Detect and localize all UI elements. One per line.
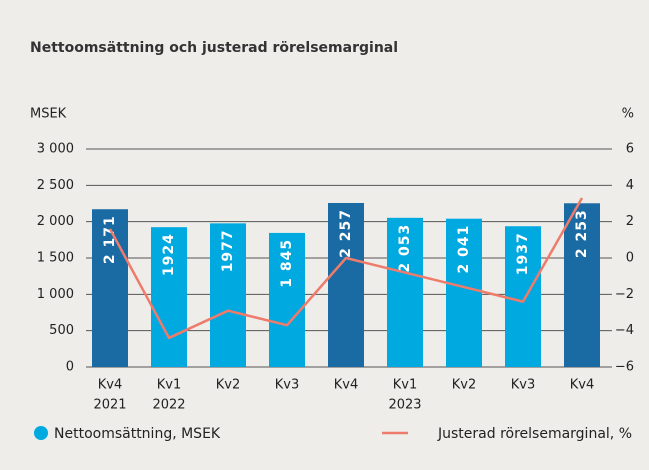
value-label: 1937 xyxy=(515,232,531,275)
y-axis-label: MSEK xyxy=(30,107,67,122)
x-tick-label: Kv3 xyxy=(275,378,300,393)
bar xyxy=(446,218,482,367)
chart-title: Nettoomsättning och justerad rörelsemarg… xyxy=(30,40,398,56)
x-tick-year: 2021 xyxy=(93,398,126,413)
bar xyxy=(269,232,305,367)
y2-tick-label: −6 xyxy=(615,360,634,375)
y2-tick-label: 4 xyxy=(626,178,634,193)
x-tick-label: Kv1 xyxy=(157,378,182,393)
y2-tick-label: 2 xyxy=(626,214,634,229)
value-label: 2 053 xyxy=(397,224,413,273)
value-label: 2 253 xyxy=(574,209,590,258)
bar xyxy=(151,227,187,367)
y-tick-label: 3 000 xyxy=(37,142,74,157)
y2-tick-label: −4 xyxy=(615,323,634,338)
legend-swatch xyxy=(34,426,48,440)
y2-tick-label: −2 xyxy=(615,287,634,302)
value-label: 2 041 xyxy=(456,225,472,274)
value-label: 1 845 xyxy=(279,239,295,288)
x-tick-label: Kv3 xyxy=(511,378,536,393)
y-tick-label: 2 500 xyxy=(37,178,74,193)
y-tick-label: 1 000 xyxy=(37,287,74,302)
y-tick-label: 500 xyxy=(49,323,74,338)
y2-tick-label: 6 xyxy=(626,142,634,157)
x-tick-year: 2022 xyxy=(152,398,185,413)
y-tick-label: 1 500 xyxy=(37,251,74,266)
x-tick-label: Kv4 xyxy=(98,378,123,393)
x-tick-label: Kv1 xyxy=(393,378,418,393)
bar xyxy=(210,223,246,367)
x-tick-year: 2023 xyxy=(388,398,421,413)
y-tick-label: 0 xyxy=(66,360,74,375)
value-label: 1924 xyxy=(161,233,177,276)
value-label: 2 257 xyxy=(338,209,354,258)
legend-label: Nettoomsättning, MSEK xyxy=(54,426,221,442)
line xyxy=(108,197,584,340)
x-tick-label: Kv2 xyxy=(216,378,241,393)
y2-axis-label: % xyxy=(622,107,634,122)
x-tick-label: Kv2 xyxy=(452,378,477,393)
bar xyxy=(92,209,128,367)
bar xyxy=(328,202,364,367)
x-tick-label: Kv4 xyxy=(334,378,359,393)
value-label: 1977 xyxy=(220,229,236,272)
bar xyxy=(387,217,423,367)
y2-tick-label: 0 xyxy=(626,251,634,266)
bar xyxy=(505,226,541,367)
y-tick-label: 2 000 xyxy=(37,214,74,229)
value-label: 2 171 xyxy=(102,215,118,264)
bar xyxy=(564,203,600,367)
x-tick-label: Kv4 xyxy=(570,378,595,393)
legend-label: Justerad rörelsemarginal, % xyxy=(437,426,632,442)
